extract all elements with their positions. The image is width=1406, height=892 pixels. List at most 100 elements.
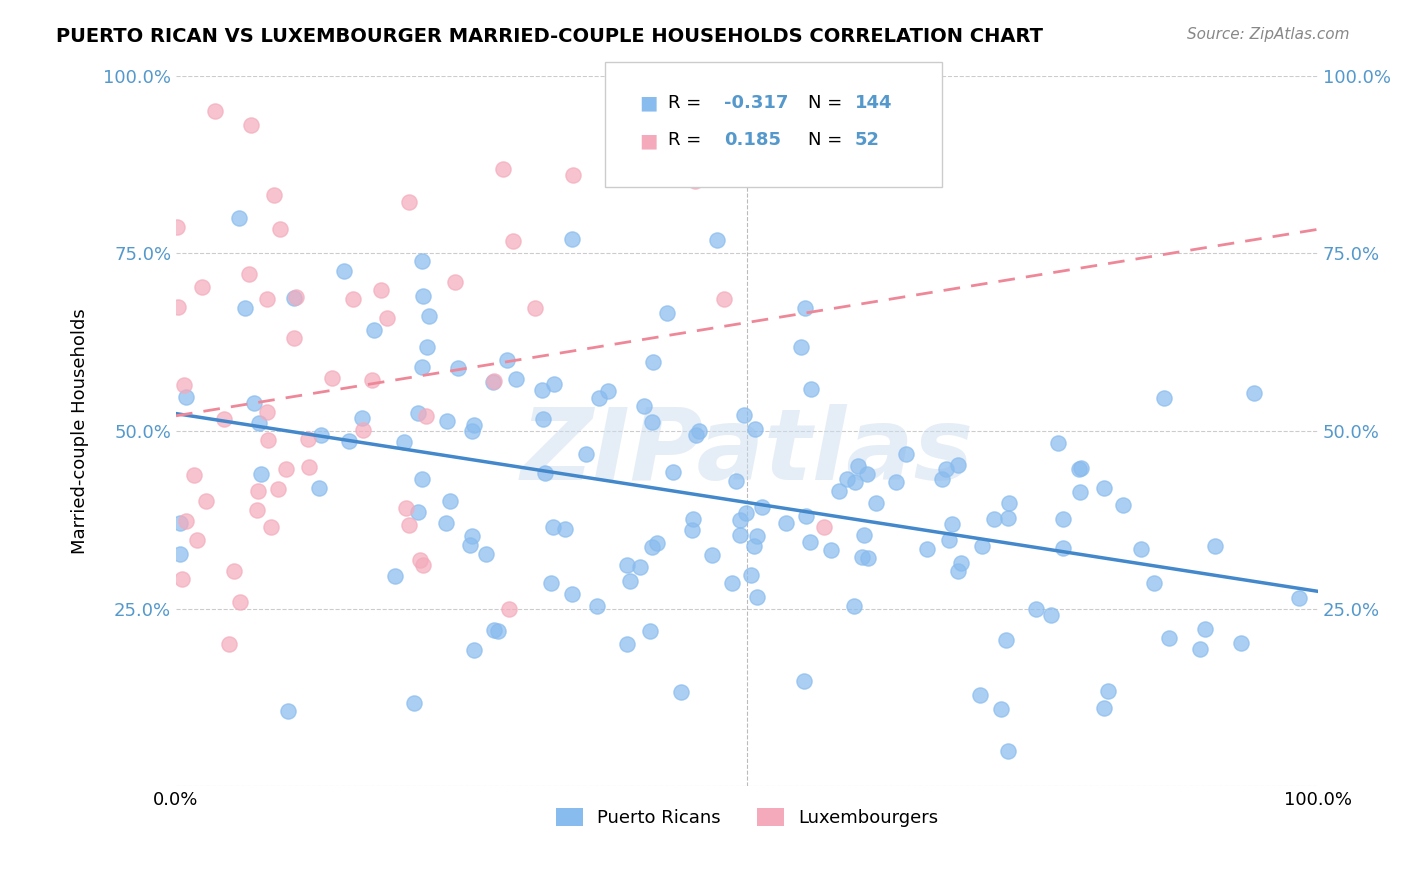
Point [998, 496, 1021, 510]
Point [997, 511, 1019, 525]
Point [744, 539, 766, 553]
Point [194, 494, 217, 508]
Point [1129, 541, 1152, 556]
Point [641, 541, 664, 555]
Point [167, 300, 190, 314]
Point [283, 331, 305, 345]
Point [793, 674, 815, 689]
Point [418, 309, 440, 323]
Point [1111, 498, 1133, 512]
Point [416, 340, 439, 354]
Point [734, 506, 756, 520]
Point [794, 509, 817, 524]
Point [531, 383, 554, 397]
Point [540, 576, 562, 591]
Point [1194, 622, 1216, 636]
Text: 144: 144 [855, 94, 893, 112]
Point [298, 459, 321, 474]
Point [813, 520, 835, 534]
Point [398, 518, 420, 533]
Point [844, 599, 866, 613]
Text: ■: ■ [640, 94, 658, 112]
Point [1052, 512, 1074, 526]
Point [598, 384, 620, 399]
Point [1052, 541, 1074, 555]
Point [218, 637, 240, 651]
Point [848, 459, 870, 474]
Point [931, 472, 953, 486]
Point [444, 275, 467, 289]
Point [969, 688, 991, 702]
Point [820, 543, 842, 558]
Point [645, 536, 668, 550]
Point [554, 522, 576, 536]
Point [486, 624, 509, 639]
Point [447, 360, 470, 375]
Point [948, 458, 970, 472]
Point [267, 482, 290, 496]
Point [799, 382, 821, 396]
Text: 0.185: 0.185 [724, 131, 782, 149]
Point [496, 353, 519, 368]
Point [915, 542, 938, 557]
Point [228, 211, 250, 225]
Point [502, 234, 524, 248]
Point [1046, 435, 1069, 450]
Text: ZIPatlas: ZIPatlas [520, 404, 973, 500]
Point [436, 414, 458, 428]
Point [682, 512, 704, 526]
Point [233, 301, 256, 315]
Point [533, 466, 555, 480]
Point [990, 701, 1012, 715]
Point [321, 371, 343, 385]
Point [460, 538, 482, 552]
Point [685, 428, 707, 442]
Point [166, 219, 188, 234]
Point [681, 523, 703, 537]
Point [524, 301, 547, 315]
Point [1069, 485, 1091, 500]
Point [983, 511, 1005, 525]
Point [191, 280, 214, 294]
Point [751, 500, 773, 515]
Point [657, 305, 679, 319]
Point [246, 483, 269, 498]
Point [1097, 684, 1119, 698]
Point [844, 475, 866, 490]
Point [561, 232, 583, 246]
Point [463, 417, 485, 432]
Point [337, 434, 360, 449]
Point [997, 744, 1019, 758]
Point [183, 467, 205, 482]
Point [333, 264, 356, 278]
Point [1204, 540, 1226, 554]
Point [491, 161, 513, 176]
Point [946, 564, 969, 578]
Point [775, 516, 797, 530]
Point [434, 516, 457, 530]
Point [1067, 462, 1090, 476]
Point [411, 359, 433, 374]
Point [308, 481, 330, 495]
Point [1243, 386, 1265, 401]
Text: -0.317: -0.317 [724, 94, 789, 112]
Point [713, 292, 735, 306]
Point [409, 553, 432, 567]
Point [174, 515, 197, 529]
Point [243, 395, 266, 409]
Point [970, 540, 993, 554]
Point [411, 253, 433, 268]
Point [855, 467, 877, 482]
Text: ■: ■ [640, 131, 658, 150]
Point [616, 558, 638, 573]
Point [1092, 700, 1115, 714]
Point [633, 399, 655, 413]
Point [721, 576, 744, 591]
Point [541, 520, 564, 534]
Legend: Puerto Ricans, Luxembourgers: Puerto Ricans, Luxembourgers [548, 800, 946, 834]
Point [852, 528, 875, 542]
Point [562, 169, 585, 183]
Point [1025, 602, 1047, 616]
Point [439, 494, 461, 508]
Point [384, 568, 406, 582]
